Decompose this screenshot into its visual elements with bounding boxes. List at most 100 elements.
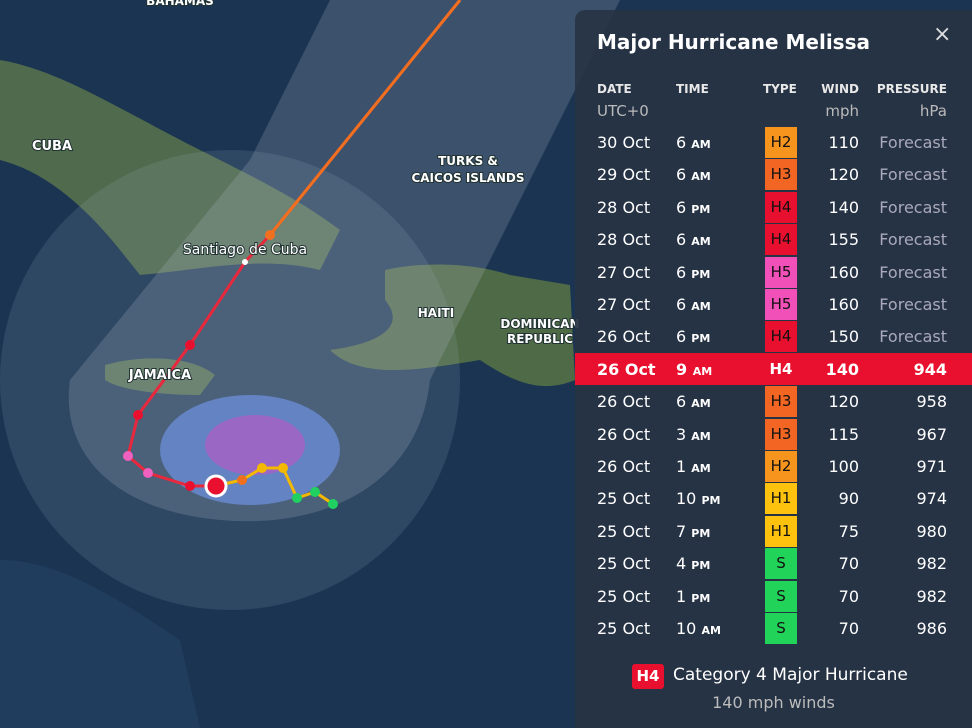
map-label: CUBA [32, 139, 72, 154]
type-badge: H4 [765, 321, 797, 353]
table-row: 29 Oct 6 AM H3 120 Forecast [575, 158, 972, 191]
wind: 160 [828, 262, 859, 282]
date: 25 Oct [597, 586, 651, 606]
table-row: 30 Oct 6 AM H2 110 Forecast [575, 126, 972, 158]
period: AM [691, 397, 711, 411]
time: 10 PM [676, 489, 720, 508]
sea-shade [0, 560, 200, 728]
table-row: 26 Oct 9 AM H4 140 944 [575, 352, 972, 385]
wind: 140 [828, 197, 859, 217]
period: AM [691, 235, 711, 249]
hour: 6 [676, 262, 687, 282]
time: 6 AM [676, 230, 711, 249]
type-badge: H3 [765, 418, 797, 450]
map-label: HAITI [418, 306, 454, 320]
hour: 10 [676, 619, 697, 638]
jamaica [105, 358, 215, 395]
date: 28 Oct [597, 230, 651, 250]
hour: 1 [676, 586, 687, 606]
time: 6 AM [676, 165, 711, 184]
hour: 1 [676, 457, 687, 476]
pressure: 967 [916, 424, 947, 444]
date: 26 Oct [597, 457, 651, 476]
type-badge: H4 [765, 191, 797, 223]
unit: hPa [919, 102, 947, 120]
hour: 6 [676, 133, 687, 152]
date: 25 Oct [597, 619, 651, 638]
time: 6 PM [676, 198, 710, 217]
type-badge: S [765, 580, 797, 612]
period: AM [691, 300, 711, 313]
pressure: Forecast [879, 197, 947, 217]
time: 6 PM [676, 263, 710, 282]
map-label: JAMAICA [128, 368, 191, 383]
col-header: TYPE [763, 82, 797, 96]
hour: 6 [676, 197, 687, 217]
wind: 100 [828, 457, 859, 476]
wind-text: 140 mph winds [712, 693, 835, 712]
wind: 120 [828, 392, 859, 412]
date: 27 Oct [597, 262, 651, 282]
time: 1 AM [676, 457, 711, 476]
time: 6 PM [676, 327, 710, 346]
time: 6 AM [676, 133, 711, 152]
table-row: 26 Oct 1 AM H2 100 971 [575, 450, 972, 482]
period: PM [701, 494, 721, 508]
wind-radius [0, 150, 460, 610]
col-header: DATE [597, 82, 632, 96]
map-label: BAHAMAS [146, 0, 214, 8]
date: 30 Oct [597, 133, 651, 152]
col-header: WIND [821, 82, 859, 96]
hour: 7 [676, 521, 687, 541]
hour: 10 [676, 489, 697, 509]
close-button[interactable]: × [933, 22, 952, 47]
category-badge: H4 [632, 664, 664, 689]
wind: 75 [838, 521, 859, 541]
map-label: CAICOS ISLANDS [411, 171, 524, 185]
type-badge: S [765, 613, 797, 644]
pressure: 944 [913, 359, 947, 379]
type-badge: H4 [765, 224, 797, 256]
type-badge: S [765, 548, 797, 580]
unit: mph [825, 102, 859, 120]
type-badge: H1 [765, 483, 797, 515]
date: 29 Oct [597, 165, 651, 185]
table-row: 25 Oct 10 AM S 70 986 [575, 612, 972, 644]
wind: 70 [838, 619, 859, 638]
hour: 6 [676, 392, 687, 412]
date: 26 Oct [597, 424, 651, 444]
period: AM [701, 624, 721, 637]
period: AM [691, 462, 711, 475]
wind: 70 [838, 586, 859, 606]
category-text: Category 4 Major Hurricane [673, 665, 908, 685]
col-header: PRESSURE [876, 82, 947, 96]
pressure: Forecast [879, 230, 947, 250]
date: 26 Oct [597, 392, 651, 412]
type-badge: H1 [765, 515, 797, 547]
type-badge: H2 [765, 451, 797, 482]
wind: 160 [828, 295, 859, 314]
pressure: 974 [916, 489, 947, 509]
table-row: 25 Oct 4 PM S 70 982 [575, 547, 972, 580]
pressure: Forecast [879, 327, 947, 347]
date: 26 Oct [597, 327, 651, 347]
wind: 90 [838, 489, 859, 509]
pressure: 986 [916, 619, 947, 638]
period: PM [691, 526, 711, 540]
pressure: Forecast [879, 165, 947, 185]
date: 26 Oct [597, 359, 656, 379]
type-badge: H2 [765, 127, 797, 158]
time: 10 AM [676, 619, 721, 638]
type-badge: H5 [765, 256, 797, 288]
pressure: Forecast [879, 295, 947, 314]
time: 9 AM [676, 360, 712, 379]
wind: 115 [828, 424, 859, 444]
period: PM [691, 202, 711, 216]
time: 1 PM [676, 587, 710, 606]
map-label: REPUBLIC [507, 332, 573, 346]
time: 3 AM [676, 425, 711, 444]
date: 25 Oct [597, 554, 651, 574]
forecast-cone [68, 0, 620, 522]
date: 27 Oct [597, 295, 651, 314]
type-badge: H5 [765, 289, 797, 320]
